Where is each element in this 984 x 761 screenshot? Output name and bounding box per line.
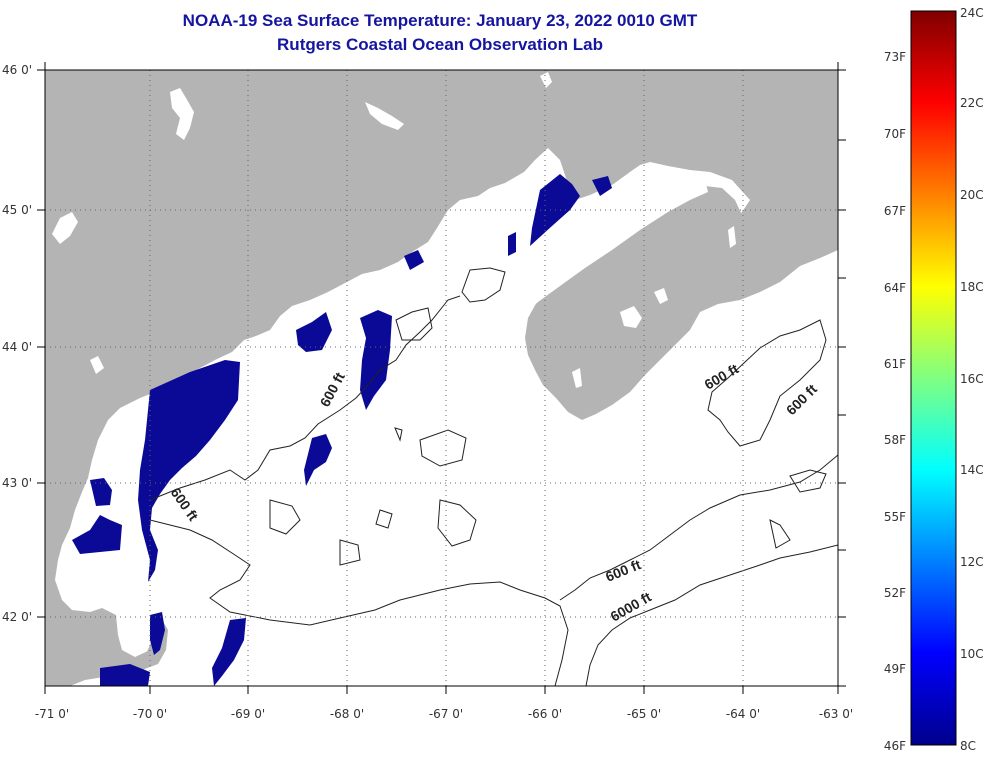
graticule <box>45 70 838 686</box>
lat-label: 46 0' <box>2 63 32 77</box>
lon-label: -63 0' <box>819 707 853 721</box>
fahrenheit-label: 64F <box>884 281 906 295</box>
celsius-label: 12C <box>960 555 984 569</box>
lon-label: -71 0' <box>35 707 69 721</box>
fahrenheit-label: 46F <box>884 739 906 753</box>
celsius-label: 16C <box>960 372 984 386</box>
map-title: NOAA-19 Sea Surface Temperature: January… <box>182 11 698 30</box>
fahrenheit-label: 58F <box>884 433 906 447</box>
fahrenheit-label: 73F <box>884 50 906 64</box>
fahrenheit-label: 61F <box>884 357 906 371</box>
celsius-label: 20C <box>960 188 984 202</box>
bay-of-fundy <box>512 180 708 320</box>
colorbar-celsius-labels: 24C 22C 20C 18C 16C 14C 12C 10C 8C <box>960 6 984 753</box>
lon-label: -70 0' <box>133 707 167 721</box>
lon-label: -65 0' <box>627 707 661 721</box>
lat-label: 43 0' <box>2 476 32 490</box>
mainland-land <box>45 70 838 686</box>
lat-label: 42 0' <box>2 610 32 624</box>
fahrenheit-label: 55F <box>884 510 906 524</box>
lon-label: -66 0' <box>528 707 562 721</box>
longitude-labels: -71 0' -70 0' -69 0' -68 0' -67 0' -66 0… <box>35 707 853 721</box>
celsius-label: 18C <box>960 280 984 294</box>
fahrenheit-label: 67F <box>884 204 906 218</box>
map-subtitle: Rutgers Coastal Ocean Observation Lab <box>277 35 603 54</box>
lon-label: -67 0' <box>429 707 463 721</box>
map-frame <box>44 69 839 687</box>
celsius-label: 24C <box>960 6 984 20</box>
fahrenheit-label: 49F <box>884 662 906 676</box>
temperature-colorbar <box>910 10 957 746</box>
celsius-label: 14C <box>960 463 984 477</box>
lon-label: -68 0' <box>330 707 364 721</box>
colorbar-fahrenheit-labels: 73F 70F 67F 64F 61F 58F 55F 52F 49F 46F <box>884 50 906 753</box>
nova-scotia-land <box>525 186 838 420</box>
latitude-labels: 46 0' 45 0' 44 0' 43 0' 42 0' <box>2 63 32 624</box>
lon-label: -64 0' <box>726 707 760 721</box>
celsius-label: 22C <box>960 96 984 110</box>
celsius-label: 10C <box>960 647 984 661</box>
celsius-label: 8C <box>960 739 976 753</box>
lat-label: 44 0' <box>2 340 32 354</box>
lon-label: -69 0' <box>231 707 265 721</box>
sst-cold-patches <box>72 174 612 686</box>
inland-lakes <box>52 72 736 388</box>
axis-ticks <box>37 62 846 694</box>
fahrenheit-label: 52F <box>884 586 906 600</box>
lat-label: 45 0' <box>2 203 32 217</box>
fahrenheit-label: 70F <box>884 127 906 141</box>
